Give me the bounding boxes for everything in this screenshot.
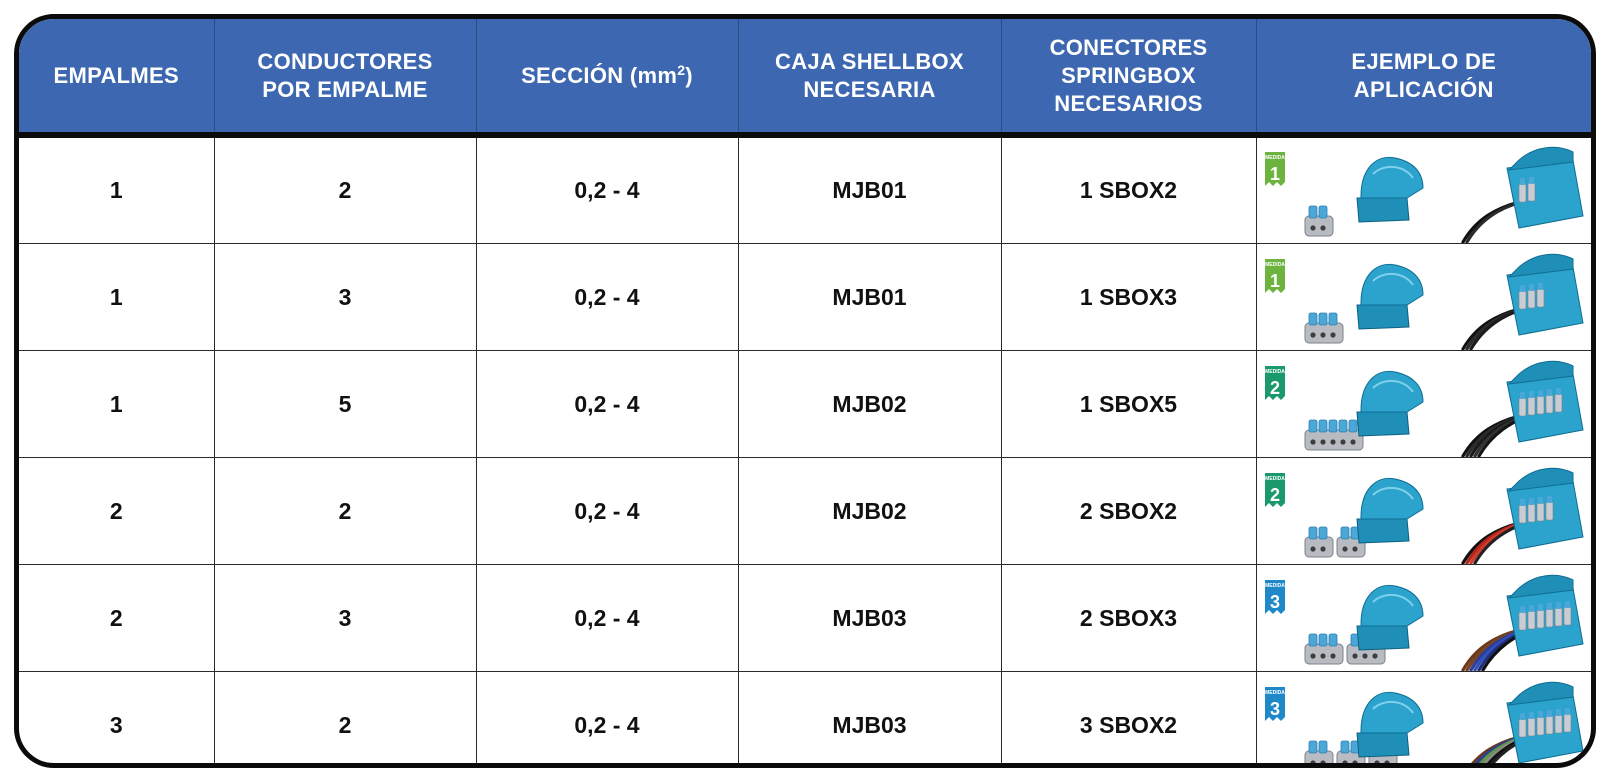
cell-ejemplo-aplicacion: MEDIDA 2 bbox=[1256, 457, 1591, 565]
table-body: 1 2 0,2 - 4 MJB01 1 SBOX2 MEDIDA 1 1 3 0,2 - 4 MJB… bbox=[19, 135, 1591, 763]
size-badge: MEDIDA 1 bbox=[1264, 258, 1285, 293]
shellbox-open-icon bbox=[1355, 691, 1424, 758]
cell-caja: MJB03 bbox=[738, 564, 1002, 672]
cell-ejemplo-aplicacion: MEDIDA 1 bbox=[1256, 243, 1591, 351]
header-seccion-sup: 2 bbox=[677, 61, 686, 78]
shellbox-open-icon bbox=[1355, 156, 1424, 223]
size-badge: MEDIDA 2 bbox=[1264, 365, 1285, 400]
badge-number: 3 bbox=[1269, 699, 1279, 719]
badge-text: MEDIDA bbox=[1265, 476, 1285, 482]
shellbox-spec-table: EMPALMES CONDUCTORES POR EMPALME SECCIÓN… bbox=[19, 19, 1591, 763]
cell-conectores: 2 SBOX3 bbox=[1001, 564, 1257, 672]
cell-empalmes: 1 bbox=[19, 350, 215, 458]
size-badge: MEDIDA 3 bbox=[1264, 579, 1285, 614]
shellbox-open-icon bbox=[1355, 263, 1424, 330]
cell-conductores: 3 bbox=[214, 564, 477, 672]
header-conectores: CONECTORES SPRINGBOX NECESARIOS bbox=[1001, 19, 1257, 138]
header-empalmes: EMPALMES bbox=[19, 19, 215, 138]
badge-text: MEDIDA bbox=[1265, 583, 1285, 589]
cell-ejemplo-aplicacion: MEDIDA 2 bbox=[1256, 350, 1591, 458]
shellbox-closed-icon bbox=[1460, 253, 1584, 350]
cell-seccion: 0,2 - 4 bbox=[476, 350, 739, 458]
cell-ejemplo-aplicacion: MEDIDA 3 bbox=[1256, 564, 1591, 672]
shellbox-closed-icon bbox=[1460, 574, 1584, 671]
springbox-connector-icon bbox=[1304, 205, 1333, 237]
springbox-connector-icon bbox=[1304, 419, 1363, 450]
header-conductores: CONDUCTORES POR EMPALME bbox=[214, 19, 477, 138]
spec-table-frame: EMPALMES CONDUCTORES POR EMPALME SECCIÓN… bbox=[14, 14, 1596, 768]
cell-caja: MJB03 bbox=[738, 671, 1002, 763]
application-illustration: MEDIDA 1 bbox=[1264, 253, 1584, 350]
shellbox-closed-icon bbox=[1460, 360, 1584, 457]
shellbox-closed-icon bbox=[1470, 681, 1584, 763]
cell-caja: MJB02 bbox=[738, 457, 1002, 565]
size-badge: MEDIDA 3 bbox=[1264, 686, 1285, 721]
header-caja: CAJA SHELLBOX NECESARIA bbox=[738, 19, 1002, 138]
shellbox-open-icon bbox=[1355, 584, 1424, 651]
badge-number: 3 bbox=[1269, 592, 1279, 612]
cell-conectores: 1 SBOX3 bbox=[1001, 243, 1257, 351]
cell-conectores: 2 SBOX2 bbox=[1001, 457, 1257, 565]
application-illustration: MEDIDA 3 bbox=[1264, 681, 1584, 763]
badge-number: 1 bbox=[1269, 164, 1279, 184]
cell-caja: MJB02 bbox=[738, 350, 1002, 458]
size-badge: MEDIDA 1 bbox=[1264, 152, 1285, 186]
application-illustration: MEDIDA 2 bbox=[1264, 467, 1584, 564]
badge-number: 2 bbox=[1269, 485, 1279, 505]
shellbox-open-icon bbox=[1355, 370, 1424, 437]
cell-caja: MJB01 bbox=[738, 135, 1002, 244]
cell-ejemplo-aplicacion: MEDIDA 3 bbox=[1256, 672, 1591, 763]
application-illustration: MEDIDA 2 bbox=[1264, 360, 1584, 457]
cell-conductores: 3 bbox=[214, 243, 477, 351]
cell-conductores: 2 bbox=[214, 135, 477, 244]
cell-empalmes: 1 bbox=[19, 135, 215, 244]
cell-conductores: 5 bbox=[214, 350, 477, 458]
cell-empalmes: 2 bbox=[19, 457, 215, 565]
badge-text: MEDIDA bbox=[1265, 262, 1285, 268]
cell-seccion: 0,2 - 4 bbox=[476, 564, 739, 672]
springbox-connector-icon bbox=[1304, 312, 1343, 343]
header-seccion: SECCIÓN (mm2) bbox=[476, 19, 739, 138]
badge-text: MEDIDA bbox=[1265, 369, 1285, 375]
badge-text: MEDIDA bbox=[1265, 155, 1285, 161]
table-header: EMPALMES CONDUCTORES POR EMPALME SECCIÓN… bbox=[19, 19, 1591, 138]
table-row: 1 2 0,2 - 4 MJB01 1 SBOX2 MEDIDA 1 bbox=[19, 135, 1591, 244]
cell-seccion: 0,2 - 4 bbox=[476, 671, 739, 763]
cell-seccion: 0,2 - 4 bbox=[476, 135, 739, 244]
shellbox-open-icon bbox=[1355, 477, 1424, 544]
size-badge: MEDIDA 2 bbox=[1264, 472, 1285, 507]
cell-conectores: 1 SBOX5 bbox=[1001, 350, 1257, 458]
header-ejemplo: EJEMPLO DE APLICACIÓN bbox=[1256, 19, 1591, 138]
table-row: 2 3 0,2 - 4 MJB03 2 SBOX3 MEDIDA 3 bbox=[19, 564, 1591, 672]
cell-empalmes: 3 bbox=[19, 671, 215, 763]
cell-empalmes: 2 bbox=[19, 564, 215, 672]
cell-empalmes: 1 bbox=[19, 243, 215, 351]
application-illustration: MEDIDA 3 bbox=[1264, 574, 1584, 671]
table-row: 1 5 0,2 - 4 MJB02 1 SBOX5 MEDIDA 2 bbox=[19, 350, 1591, 458]
cell-seccion: 0,2 - 4 bbox=[476, 243, 739, 351]
shellbox-closed-icon bbox=[1460, 146, 1584, 243]
badge-text: MEDIDA bbox=[1265, 690, 1285, 696]
badge-number: 1 bbox=[1269, 271, 1279, 291]
header-row: EMPALMES CONDUCTORES POR EMPALME SECCIÓN… bbox=[19, 19, 1591, 138]
table-row: 2 2 0,2 - 4 MJB02 2 SBOX2 MEDIDA 2 bbox=[19, 457, 1591, 565]
cell-conectores: 1 SBOX2 bbox=[1001, 135, 1257, 244]
cell-conectores: 3 SBOX2 bbox=[1001, 671, 1257, 763]
shellbox-closed-icon bbox=[1460, 467, 1584, 564]
header-seccion-close: ) bbox=[685, 62, 693, 88]
cell-ejemplo-aplicacion: MEDIDA 1 bbox=[1256, 135, 1591, 244]
table-row: 1 3 0,2 - 4 MJB01 1 SBOX3 MEDIDA 1 bbox=[19, 243, 1591, 351]
cell-seccion: 0,2 - 4 bbox=[476, 457, 739, 565]
badge-number: 2 bbox=[1269, 378, 1279, 398]
springbox-connector-icon bbox=[1304, 526, 1365, 557]
cell-caja: MJB01 bbox=[738, 243, 1002, 351]
application-illustration: MEDIDA 1 bbox=[1264, 146, 1584, 243]
table-row: 3 2 0,2 - 4 MJB03 3 SBOX2 MEDIDA 3 bbox=[19, 671, 1591, 763]
cell-conductores: 2 bbox=[214, 457, 477, 565]
header-seccion-label: SECCIÓN (mm bbox=[521, 62, 678, 88]
cell-conductores: 2 bbox=[214, 671, 477, 763]
